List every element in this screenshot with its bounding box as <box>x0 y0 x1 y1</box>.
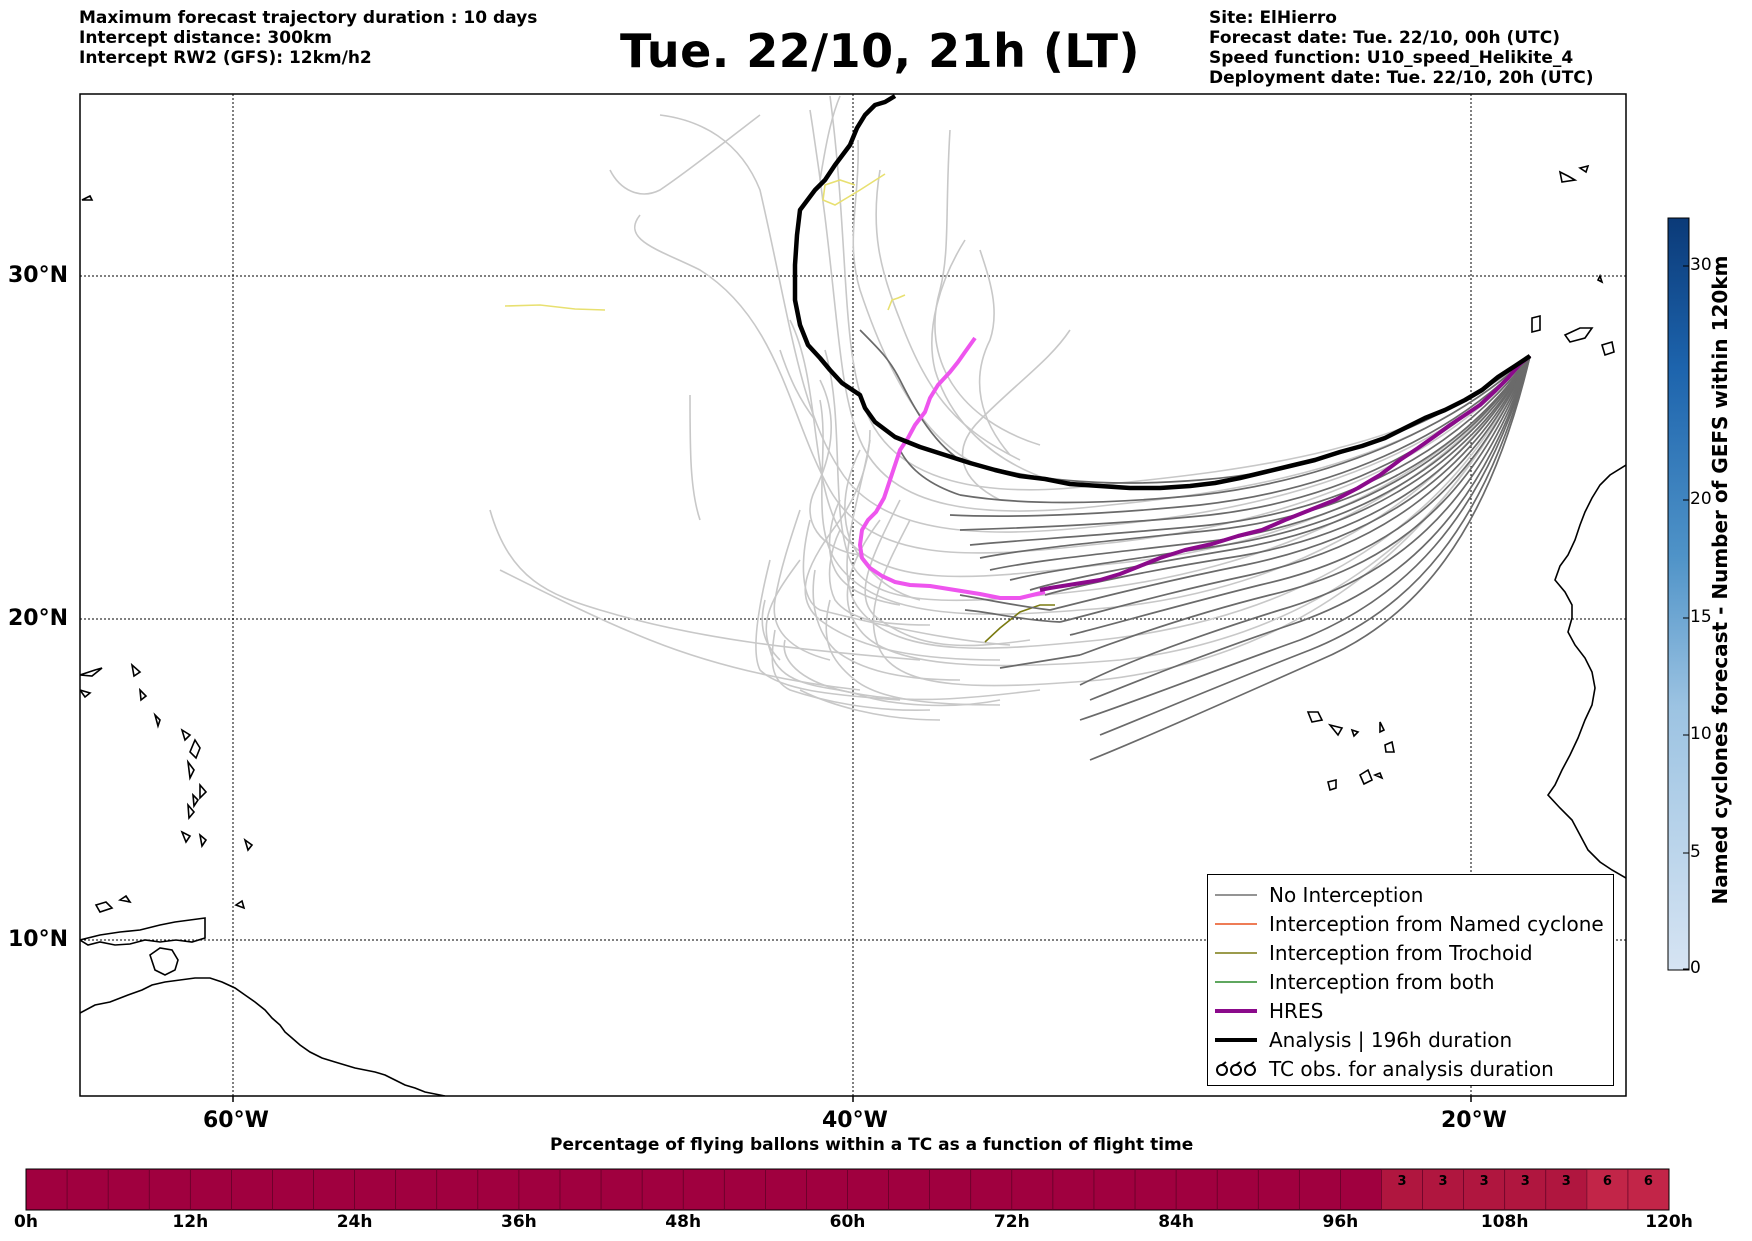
tc-bar-tick-label: 24h <box>336 1212 373 1232</box>
legend-label: HRES <box>1269 998 1324 1023</box>
magenta-track <box>858 336 1046 600</box>
colorbar-tick-label: 20 <box>1690 489 1712 509</box>
legend-swatch <box>1215 981 1257 983</box>
header-info-right: Site: ElHierro Forecast date: Tue. 22/10… <box>1209 8 1594 88</box>
coast-south-america <box>80 977 446 1096</box>
header-deployment-date: Deployment date: Tue. 22/10, 20h (UTC) <box>1209 68 1594 88</box>
header-speed-function: Speed function: U10_speed_Helikite_4 <box>1209 48 1574 68</box>
tc-percentage-bar <box>25 1168 1670 1211</box>
colorbar-tick-label: 10 <box>1690 724 1712 744</box>
coast-canaries <box>1531 164 1615 357</box>
page-title: Tue. 22/10, 21h (LT) <box>620 24 1140 78</box>
colorbar <box>1667 217 1690 971</box>
colorbar-tick-label: 15 <box>1690 607 1712 627</box>
tc-bar-tick-label: 84h <box>1158 1212 1194 1232</box>
legend-swatch <box>1215 894 1257 896</box>
legend-swatch <box>1215 1038 1257 1042</box>
legend-label: No Interception <box>1269 882 1424 907</box>
lat-label-30n: 30°N <box>8 263 69 288</box>
tc-bar-value: 3 <box>1438 1174 1448 1189</box>
tc-bar-tick-label: 0h <box>14 1212 38 1232</box>
legend-label: Interception from Trochoid <box>1269 940 1533 965</box>
lon-label-20w: 20°W <box>1441 1108 1507 1133</box>
tc-bar-title: Percentage of flying ballons within a TC… <box>550 1135 1194 1155</box>
analysis-track <box>792 94 1532 491</box>
tc-bar-tick-label: 48h <box>665 1212 702 1232</box>
ensemble-faint-tracks <box>489 95 1531 721</box>
legend-swatch <box>1215 1009 1257 1013</box>
coast-venezuela <box>80 917 206 946</box>
tc-bar-value: 3 <box>1520 1174 1530 1189</box>
legend-label: Interception from both <box>1269 969 1495 994</box>
header-intercept-rw2: Intercept RW2 (GFS): 12km/h2 <box>79 48 372 68</box>
map-ticks <box>232 1096 1472 1102</box>
tc-symbol-icon <box>1216 1061 1256 1076</box>
tc-bar-value: 3 <box>1561 1174 1571 1189</box>
yellow-tracks <box>504 173 906 311</box>
legend-swatch <box>1215 923 1257 925</box>
tc-bar-tick-label: 12h <box>172 1212 209 1232</box>
legend-label: Analysis | 196h duration <box>1269 1027 1513 1052</box>
colorbar-title: Named cyclones forecast - Number of GEFS… <box>1708 255 1732 905</box>
colorbar-tick-label: 5 <box>1690 842 1701 862</box>
tc-bar-value: 6 <box>1602 1174 1612 1189</box>
tc-bar-value: 3 <box>1479 1174 1489 1189</box>
coast-cape-verde <box>1306 711 1395 792</box>
lon-label-60w: 60°W <box>203 1108 269 1133</box>
tc-bar-tick-label: 36h <box>501 1212 537 1232</box>
coastlines <box>80 164 1626 1096</box>
tc-bar-value: 6 <box>1643 1174 1653 1189</box>
coast-trinidad <box>149 947 179 976</box>
coast-africa <box>1546 464 1626 879</box>
lat-label-20n: 20°N <box>8 606 69 631</box>
lon-label-40w: 40°W <box>822 1108 888 1133</box>
header-intercept-distance: Intercept distance: 300km <box>79 28 332 48</box>
tc-bar-value: 3 <box>1397 1174 1407 1189</box>
colorbar-tick-label: 0 <box>1690 958 1701 978</box>
legend-label: TC obs. for analysis duration <box>1269 1056 1554 1081</box>
tc-bar-tick-label: 120h <box>1645 1212 1693 1232</box>
colorbar-ticks <box>1683 265 1689 970</box>
lat-label-10n: 10°N <box>8 927 69 952</box>
colorbar-tick-label: 30 <box>1690 255 1712 275</box>
tc-bar-tick-label: 60h <box>829 1212 866 1232</box>
tc-bar-tick-label: 96h <box>1322 1212 1359 1232</box>
header-forecast-date: Forecast date: Tue. 22/10, 00h (UTC) <box>1209 28 1560 48</box>
tc-bar-tick-label: 72h <box>993 1212 1030 1232</box>
tc-bar-tick-label: 108h <box>1480 1212 1529 1232</box>
map-legend: No Interception Interception from Named … <box>1207 874 1614 1086</box>
header-max-duration: Maximum forecast trajectory duration : 1… <box>79 8 538 28</box>
hres-track <box>1039 354 1532 592</box>
trochoid-track <box>984 604 1055 643</box>
legend-label: Interception from Named cyclone <box>1269 911 1604 936</box>
coast-antilles <box>80 194 254 913</box>
header-info-left: Maximum forecast trajectory duration : 1… <box>79 8 537 68</box>
header-site: Site: ElHierro <box>1209 8 1337 28</box>
legend-swatch <box>1215 952 1257 954</box>
